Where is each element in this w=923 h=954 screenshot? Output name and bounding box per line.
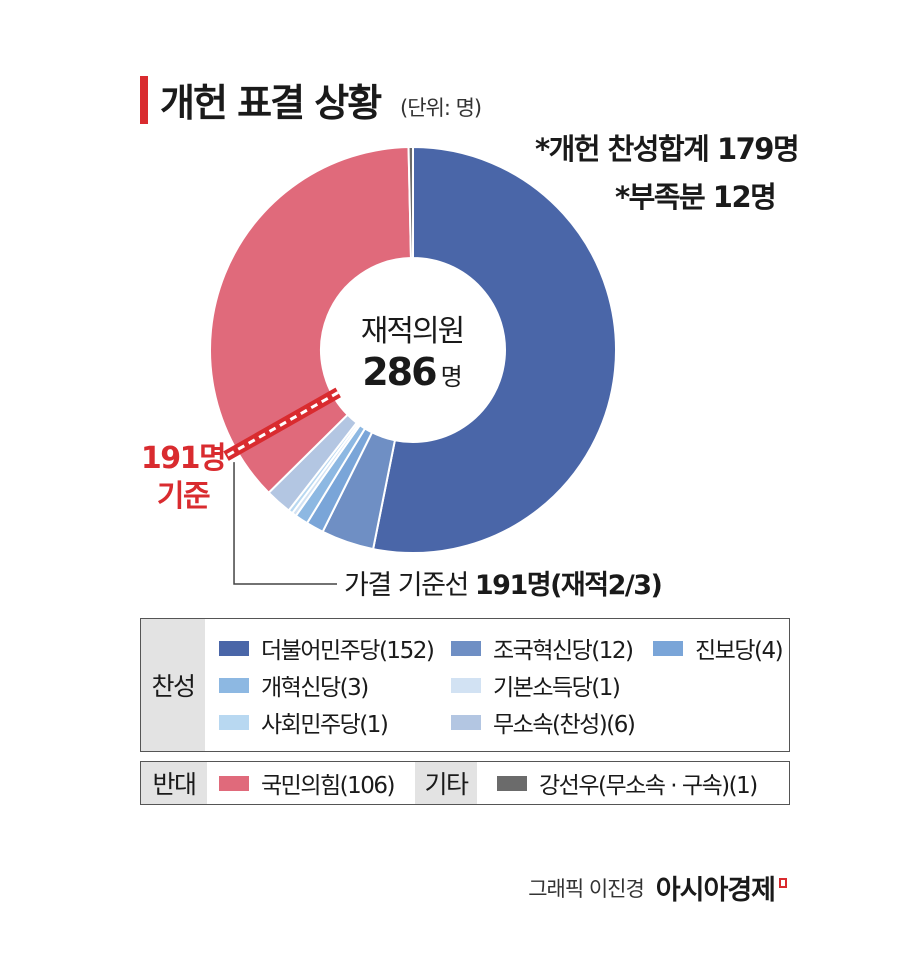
- legend-item-label: 조국혁신당(12): [493, 638, 634, 664]
- legend-item-social-democratic: 사회민주당(1): [219, 707, 389, 738]
- legend-item-other: 강선우(무소속 · 구속)(1): [497, 768, 758, 799]
- legend-item-label: 더불어민주당(152): [261, 638, 435, 664]
- legend-approve-heading: 찬성: [141, 619, 205, 751]
- threshold-label-line2: 기준: [156, 479, 211, 514]
- guide-label-prefix: 가결 기준선: [344, 570, 475, 601]
- donut-slice-9: [407, 145, 414, 260]
- legend-oppose-box: 반대 국민의힘(106) 기타 강선우(무소속 · 구속)(1): [140, 761, 790, 805]
- legend-item-label: 사회민주당(1): [261, 712, 389, 738]
- donut-slice-8: [209, 146, 413, 495]
- legend-item-basic-income: 기본소득당(1): [451, 670, 621, 701]
- chart-title: 개헌 표결 상황: [160, 81, 382, 125]
- legend-item-label: 무소속(찬성)(6): [493, 712, 636, 738]
- legend-other-heading: 기타: [415, 762, 477, 804]
- legend-swatch: [219, 677, 249, 693]
- legend-item-label: 진보당(4): [695, 638, 784, 664]
- legend-item-label: 기본소득당(1): [493, 675, 621, 701]
- guide-label-bold: 191명(재적2/3): [474, 570, 663, 601]
- legend-item-people-power: 국민의힘(106): [219, 768, 396, 799]
- legend-swatch: [451, 714, 481, 730]
- title-accent-bar: [140, 76, 148, 124]
- donut-slice-1: [371, 145, 617, 554]
- legend-item-label: 강선우(무소속 · 구속)(1): [539, 773, 758, 799]
- legend-item-reform: 개혁신당(3): [219, 670, 369, 701]
- legend-item-independent-approve: 무소속(찬성)(6): [451, 707, 636, 738]
- credit-text: 그래픽 이진경: [528, 876, 645, 901]
- unit-label: (단위: 명): [400, 96, 482, 120]
- legend-item-label: 국민의힘(106): [261, 773, 396, 799]
- threshold-marker-dash: [225, 391, 339, 458]
- legend-item-label: 개혁신당(3): [261, 675, 369, 701]
- legend-swatch: [653, 640, 683, 656]
- center-value-unit: 명: [440, 363, 463, 391]
- legend-item-democratic: 더불어민주당(152): [219, 633, 435, 664]
- legend-swatch: [497, 775, 527, 791]
- credit: 그래픽 이진경 아시아경제: [528, 868, 787, 907]
- guide-label: 가결 기준선 191명(재적2/3): [344, 563, 663, 602]
- legend-swatch: [219, 640, 249, 656]
- approve-total-note: *개헌 찬성합계 179명: [535, 132, 800, 166]
- legend-swatch: [219, 775, 249, 791]
- brand-mark-icon: [779, 877, 787, 888]
- legend-item-progressive: 진보당(4): [653, 633, 784, 664]
- credit-brand: 아시아경제: [655, 875, 776, 906]
- legend-swatch: [451, 640, 481, 656]
- threshold-label-line1: 191명: [140, 441, 227, 476]
- legend-approve-box: 찬성 더불어민주당(152) 조국혁신당(12) 진보당(4) 개혁신당(3) …: [140, 618, 790, 752]
- legend-swatch: [219, 714, 249, 730]
- legend-item-rebuilding-korea: 조국혁신당(12): [451, 633, 634, 664]
- legend-oppose-heading: 반대: [141, 762, 207, 804]
- center-value-number: 286: [362, 350, 437, 394]
- guide-leader-line: [233, 462, 337, 585]
- shortfall-note: *부족분 12명: [615, 180, 777, 214]
- center-value: 286 명: [320, 350, 504, 394]
- center-label: 재적의원: [360, 314, 465, 349]
- legend-swatch: [451, 677, 481, 693]
- threshold-label: 191명 기준: [128, 440, 238, 516]
